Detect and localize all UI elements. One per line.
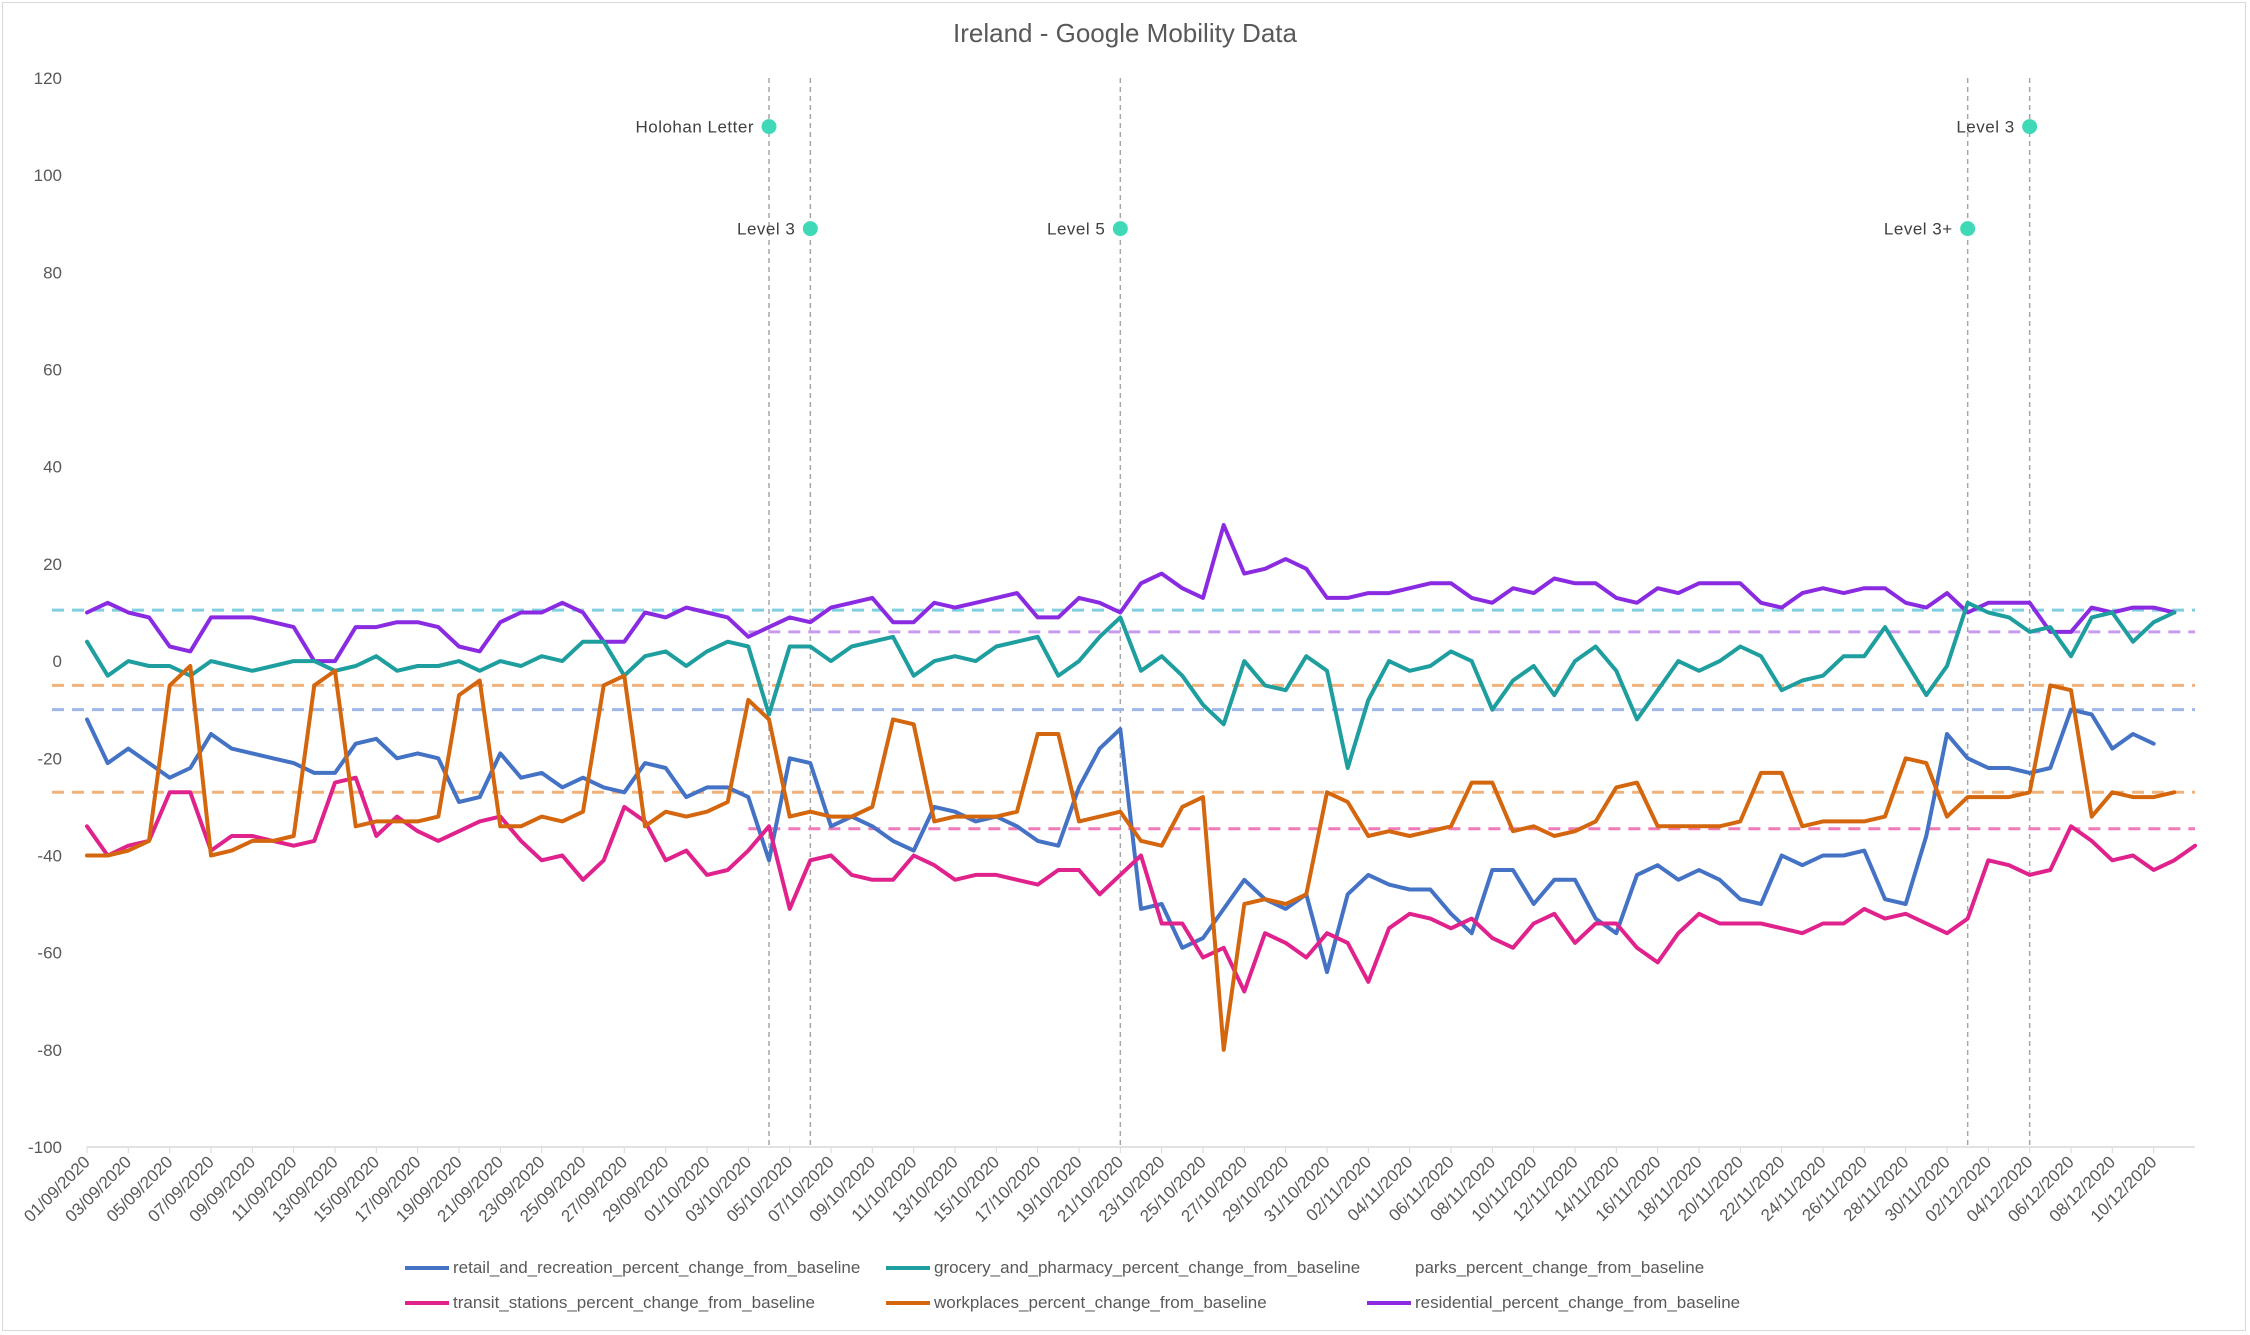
- y-tick-label: -80: [37, 1041, 62, 1060]
- legend-label: transit_stations_percent_change_from_bas…: [453, 1293, 815, 1312]
- legend-swatch: [886, 1266, 930, 1270]
- event-label: Level 5: [1047, 220, 1105, 239]
- y-tick-label: 40: [43, 458, 62, 477]
- series-line-grocery: [85, 600, 2177, 770]
- legend-item: workplaces_percent_change_from_baseline: [886, 1293, 1267, 1313]
- legend-label: retail_and_recreation_percent_change_fro…: [453, 1258, 861, 1277]
- legend-swatch: [886, 1301, 930, 1305]
- y-tick-label: 0: [53, 652, 62, 671]
- chart-title: Ireland - Google Mobility Data: [953, 18, 1297, 48]
- legend-swatch: [1367, 1266, 1411, 1270]
- event-label: Level 3: [1956, 118, 2014, 137]
- series-line-retail: [85, 707, 2156, 975]
- legend-item: retail_and_recreation_percent_change_fro…: [405, 1258, 860, 1278]
- y-tick-label: -20: [37, 749, 62, 768]
- event-label: Level 3+: [1884, 220, 1953, 239]
- legend-swatch: [405, 1301, 449, 1305]
- legend-label: parks_percent_change_from_baseline: [1415, 1258, 1705, 1277]
- legend-item: grocery_and_pharmacy_percent_change_from…: [886, 1258, 1360, 1278]
- y-tick-label: 60: [43, 361, 62, 380]
- y-tick-label: 20: [43, 555, 62, 574]
- event-marker-dot: [1112, 221, 1128, 237]
- event-marker-dot: [761, 119, 777, 135]
- y-tick-label: 120: [34, 69, 62, 88]
- y-tick-label: -100: [28, 1138, 62, 1157]
- series-line-workplaces: [85, 664, 2177, 1052]
- legend-label: workplaces_percent_change_from_baseline: [934, 1293, 1267, 1312]
- series-line-residential: [85, 523, 2177, 664]
- y-tick-label: -40: [37, 846, 62, 865]
- legend-item: residential_percent_change_from_baseline: [1367, 1293, 1740, 1313]
- legend-label: grocery_and_pharmacy_percent_change_from…: [934, 1258, 1361, 1277]
- y-tick-label: -60: [37, 944, 62, 963]
- legend-label: residential_percent_change_from_baseline: [1415, 1293, 1741, 1312]
- legend-swatch: [1367, 1301, 1411, 1305]
- y-tick-label: 80: [43, 263, 62, 282]
- legend-item: transit_stations_percent_change_from_bas…: [405, 1293, 815, 1313]
- y-tick-label: 100: [34, 166, 62, 185]
- event-marker-dot: [1960, 221, 1976, 237]
- legend-swatch: [405, 1266, 449, 1270]
- event-marker-dot: [802, 221, 818, 237]
- event-marker-dot: [2022, 119, 2038, 135]
- event-label: Holohan Letter: [635, 118, 754, 137]
- event-label: Level 3: [737, 220, 795, 239]
- legend-item: parks_percent_change_from_baseline: [1367, 1258, 1704, 1278]
